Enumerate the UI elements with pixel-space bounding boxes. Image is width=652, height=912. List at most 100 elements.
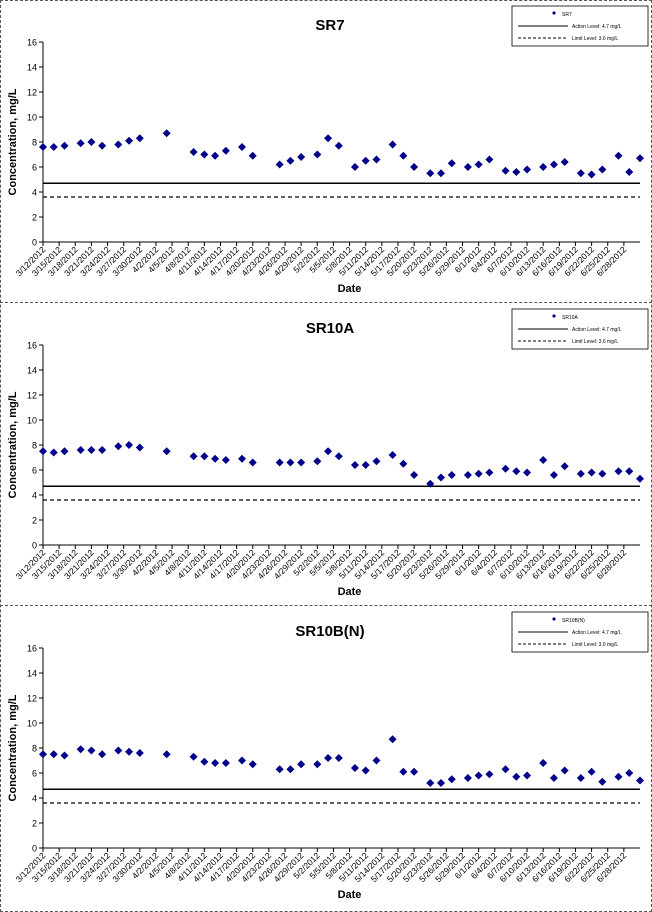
data-point (474, 771, 483, 780)
y-tick-label: 16 (27, 38, 37, 48)
chart-svg-sr10b: SR10B(N) 0 2 4 6 8 10 12 14 16 Concentration, mg/L… (7, 611, 649, 901)
y-tick-label: 16 (27, 341, 37, 351)
data-point (426, 479, 435, 488)
data-point (598, 165, 607, 174)
data-point (372, 457, 381, 466)
legend-marker (552, 314, 556, 318)
data-point (221, 146, 230, 155)
data-point (114, 140, 123, 149)
data-point (587, 767, 596, 776)
y-axis-title: Concentration, mg/L (7, 88, 19, 195)
y-tick-label: 0 (32, 844, 37, 854)
data-point (39, 143, 47, 151)
data-point (587, 468, 596, 477)
data-point (426, 779, 435, 787)
data-point (372, 756, 381, 765)
data-point (162, 750, 171, 759)
data-point (334, 141, 343, 150)
legend-entry-action: Action Level: 4.7 mg/L (572, 630, 622, 636)
data-point (313, 150, 322, 159)
data-point (211, 454, 220, 463)
data-point (135, 443, 144, 452)
data-point (410, 767, 419, 776)
data-point (200, 757, 209, 766)
data-point (474, 469, 483, 478)
data-point (512, 772, 521, 781)
data-point (361, 461, 370, 469)
y-tick-label: 12 (27, 88, 37, 98)
x-axis-title: Date (338, 586, 362, 598)
data-point (286, 458, 295, 467)
legend-entry-action: Action Level: 4.7 mg/L (572, 327, 622, 333)
y-axis-title: Concentration, mg/L (7, 391, 19, 498)
data-point (447, 471, 456, 479)
data-point (286, 156, 295, 165)
data-point (189, 452, 198, 461)
data-point (549, 160, 558, 169)
data-point (39, 447, 47, 456)
data-point (523, 468, 532, 477)
data-point (523, 165, 532, 174)
y-tick-label: 12 (27, 694, 37, 704)
data-point (598, 469, 607, 478)
data-point (560, 766, 569, 775)
chart-title: SR7 (315, 17, 344, 34)
data-point (485, 770, 494, 779)
data-point (76, 446, 85, 454)
data-point (388, 735, 397, 744)
data-point (324, 754, 333, 762)
data-point (388, 451, 397, 459)
data-point (238, 143, 246, 151)
data-point (98, 446, 107, 454)
data-point (437, 169, 445, 178)
data-point (399, 151, 408, 160)
data-point (372, 155, 381, 164)
data-point (625, 168, 634, 176)
y-tick-label: 8 (32, 744, 37, 754)
data-point (523, 771, 532, 780)
y-tick-label: 10 (27, 416, 37, 426)
y-tick-label: 8 (32, 441, 37, 451)
data-point (189, 752, 198, 761)
data-point (361, 156, 370, 165)
data-point (614, 772, 623, 781)
legend-entry-series: SR10B(N) (562, 618, 585, 624)
y-tick-label: 14 (27, 63, 37, 73)
data-point (87, 446, 96, 454)
data-point (125, 136, 134, 145)
data-point (60, 141, 69, 150)
data-point (248, 151, 257, 160)
y-tick-label: 4 (32, 491, 37, 501)
legend-marker (552, 11, 556, 15)
data-point (399, 767, 408, 776)
y-tick-label: 6 (32, 769, 37, 779)
data-point (324, 447, 333, 456)
chart-title: SR10B(N) (295, 623, 364, 640)
data-point (248, 458, 257, 467)
data-point (162, 447, 171, 456)
legend-entry-limit: Limit Level: 3.6 mg/L (572, 339, 618, 345)
data-point (399, 459, 408, 468)
data-point (297, 458, 306, 467)
data-point (238, 454, 246, 463)
y-tick-label: 8 (32, 138, 37, 148)
data-point (501, 464, 510, 473)
x-axis-title: Date (338, 889, 362, 901)
data-point (350, 163, 359, 171)
data-point (437, 473, 445, 482)
data-point (221, 456, 230, 464)
y-tick-label: 14 (27, 366, 37, 376)
data-point (275, 765, 284, 774)
y-tick-label: 10 (27, 113, 37, 123)
y-axis-title: Concentration, mg/L (7, 694, 19, 801)
data-point (211, 759, 220, 767)
data-point (512, 168, 521, 176)
data-point (334, 452, 343, 461)
data-point (275, 458, 284, 467)
data-point (549, 774, 558, 782)
data-point (539, 759, 548, 767)
data-point (334, 754, 343, 762)
data-point (426, 169, 435, 178)
y-tick-label: 2 (32, 213, 37, 223)
